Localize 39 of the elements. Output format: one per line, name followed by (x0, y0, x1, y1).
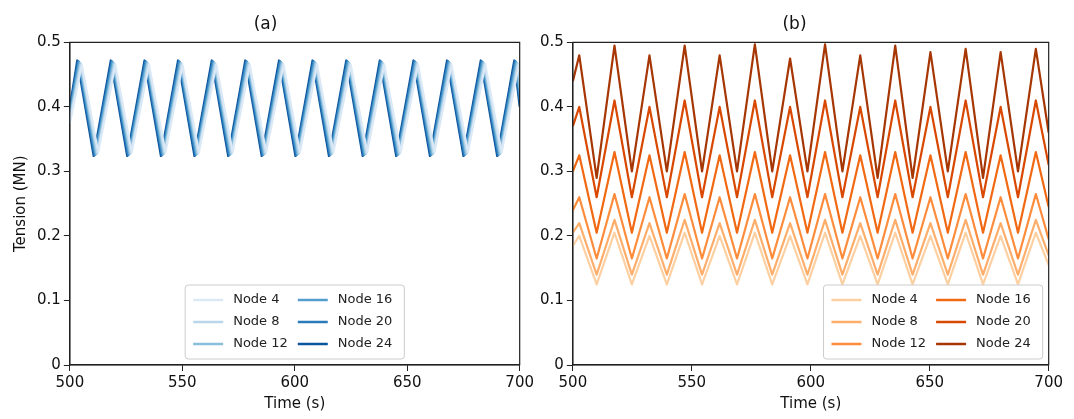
x-axis-title: Time (s) (263, 393, 326, 412)
x-tick-label: 550 (167, 372, 197, 391)
y-tick-label: 0.5 (540, 32, 564, 51)
legend-label: Node 24 (976, 335, 1031, 351)
x-tick-label: 500 (55, 372, 85, 391)
legend-label: Node 8 (871, 313, 918, 329)
legend-label: Node 20 (337, 313, 393, 329)
y-tick-label: 0.5 (37, 32, 61, 51)
x-tick-label: 700 (1034, 372, 1064, 391)
y-tick-label: 0.4 (37, 96, 61, 115)
x-tick-label: 650 (915, 372, 945, 391)
x-tick-label: 550 (677, 372, 707, 391)
y-tick-label: 0.1 (540, 290, 564, 309)
x-tick-label: 600 (796, 372, 826, 391)
x-axis-title: Time (s) (779, 393, 842, 412)
legend-label: Node 4 (233, 291, 280, 307)
legend-label: Node 16 (337, 291, 393, 307)
y-tick-label: 0.2 (540, 225, 564, 244)
y-axis-title: Tension (MN) (10, 155, 29, 254)
x-tick-label: 600 (280, 372, 310, 391)
y-tick-label: 0.3 (540, 161, 564, 180)
y-tick-label: 0.2 (37, 225, 61, 244)
legend-label: Node 4 (871, 291, 918, 307)
legend-label: Node 8 (233, 313, 280, 329)
y-tick-label: 0.4 (540, 96, 564, 115)
y-tick-label: 0 (51, 354, 61, 373)
y-tick-label: 0 (554, 354, 564, 373)
y-tick-label: 0.1 (37, 290, 61, 309)
chart-title: (b) (782, 12, 807, 33)
chart-title: (a) (253, 12, 278, 33)
x-tick-label: 650 (392, 372, 422, 391)
legend-label: Node 16 (976, 291, 1031, 307)
x-tick-label: 700 (505, 372, 535, 391)
legend-label: Node 20 (976, 313, 1031, 329)
x-tick-label: 500 (558, 372, 588, 391)
legend-label: Node 12 (871, 335, 927, 351)
y-tick-label: 0.3 (37, 161, 61, 180)
legend-label: Node 12 (233, 335, 288, 351)
legend-label: Node 24 (337, 335, 393, 351)
